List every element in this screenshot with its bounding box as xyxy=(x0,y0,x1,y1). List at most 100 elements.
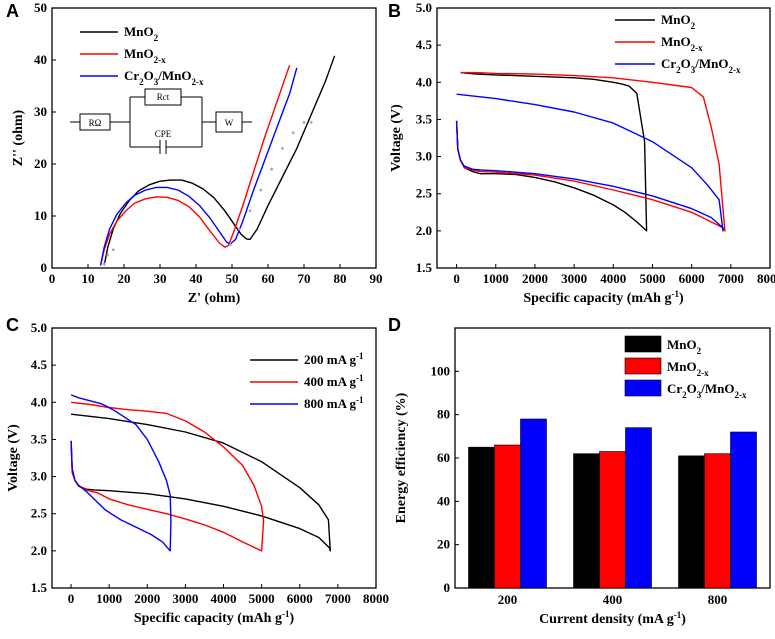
series-line-200-ma-g-1 xyxy=(70,413,331,552)
x-tick-label: 8000 xyxy=(363,591,389,606)
x-tick-label: 10 xyxy=(82,271,95,286)
y-tick-label: 3.0 xyxy=(416,149,432,164)
fit-point xyxy=(111,248,115,252)
y-tick-label: 1.5 xyxy=(31,580,48,595)
y-tick-label: 0 xyxy=(444,580,451,595)
y-tick-label: 50 xyxy=(34,0,47,15)
legend-label: MnO2-x xyxy=(661,34,703,53)
y-axis-label: Voltage (V) xyxy=(6,424,21,492)
legend-label: MnO2-x xyxy=(667,359,709,378)
x-tick-label: 4000 xyxy=(600,271,626,286)
series-line-400-ma-g-1 xyxy=(70,401,265,552)
series-line-800-ma-g-1 xyxy=(70,394,172,552)
x-tick-label: 5000 xyxy=(639,271,665,286)
y-tick-label: 40 xyxy=(437,493,450,508)
legend-label: 400 mA g-1 xyxy=(304,373,364,389)
bar-mno2-x xyxy=(704,453,731,589)
panel-a-nyquist-plot: 0 10 20 30 40 50 60 70 80 90 0 10 20 30 40 50 Z' (ohm) Z'… xyxy=(11,0,383,306)
panel-letter-d: D xyxy=(388,315,401,335)
fit-point xyxy=(106,253,110,257)
series-line-mno2 xyxy=(455,71,648,232)
y-tick-label: 4.0 xyxy=(31,394,47,409)
x-axis-label: Specific capacity (mAh g-1) xyxy=(523,289,684,306)
panel-letter-a: A xyxy=(6,1,19,21)
plot-frame xyxy=(51,7,377,269)
legend-label: MnO2 xyxy=(667,337,702,356)
x-tick-label: 800 xyxy=(708,592,728,607)
legend-label: Cr2O3/MnO2-x xyxy=(124,68,204,87)
y-tick-label: 5.0 xyxy=(31,320,47,335)
fit-point xyxy=(291,131,295,135)
fit-point xyxy=(270,167,273,171)
panel-letter-c: C xyxy=(6,315,19,335)
y-tick-label: 1.5 xyxy=(416,260,433,275)
panel-d-energy-efficiency: 0 20 40 60 80 100 200 400 800 Current density (mA… xyxy=(394,327,771,627)
circuit-r-ct: Rct xyxy=(157,92,170,102)
legend-label: Cr2O3/MnO2-x xyxy=(667,381,747,400)
series-line-mno2 xyxy=(103,55,336,266)
series-line-mno2-x xyxy=(99,64,291,266)
x-tick-label: 3000 xyxy=(172,591,198,606)
x-tick-label: 6000 xyxy=(287,591,313,606)
x-tick-label: 30 xyxy=(154,271,167,286)
bar-cr2o3-mno2-x xyxy=(520,418,547,589)
bar-mno2 xyxy=(573,453,600,589)
x-tick-label: 1000 xyxy=(483,271,509,286)
y-tick-label: 2.0 xyxy=(31,543,47,558)
bar-cr2o3-mno2-x xyxy=(625,427,652,589)
y-tick-label: 2.5 xyxy=(416,186,433,201)
x-tick-label: 80 xyxy=(334,271,347,286)
x-tick-label: 6000 xyxy=(679,271,705,286)
y-axis-label: Energy efficiency (%) xyxy=(394,392,409,523)
legend-label: 800 mA g-1 xyxy=(304,395,364,411)
y-tick-label: 60 xyxy=(437,450,450,465)
x-tick-label: 0 xyxy=(68,591,75,606)
y-tick-label: 10 xyxy=(34,208,47,223)
y-tick-label: 20 xyxy=(437,537,450,552)
x-tick-label: 0 xyxy=(49,271,56,286)
x-axis-label: Specific capacity (mAh g-1) xyxy=(134,609,295,626)
legend-label: Cr2O3/MnO2-x xyxy=(661,56,741,75)
y-tick-label: 3.5 xyxy=(31,431,48,446)
x-tick-label: 1000 xyxy=(96,591,122,606)
plot-frame xyxy=(436,7,771,269)
y-tick-label: 40 xyxy=(34,52,47,67)
bar-mno2 xyxy=(468,446,495,589)
fit-point xyxy=(102,262,106,266)
bar-cr2o3-mno2-x xyxy=(730,431,757,589)
y-tick-label: 20 xyxy=(34,156,47,171)
y-tick-label: 2.0 xyxy=(416,223,432,238)
legend-swatch xyxy=(624,379,662,397)
plot-frame xyxy=(51,327,377,589)
legend-swatch xyxy=(624,335,662,353)
x-axis-label: Z' (ohm) xyxy=(188,291,241,306)
x-tick-label: 70 xyxy=(298,271,311,286)
x-tick-label: 5000 xyxy=(249,591,275,606)
x-tick-label: 0 xyxy=(453,271,460,286)
x-tick-label: 60 xyxy=(262,271,275,286)
panel-c-rate-profile: 0 1000 2000 3000 4000 5000 6000 7000 8000 1.5 2.0 2… xyxy=(6,320,389,626)
y-axis-label: Z'' (ohm) xyxy=(11,109,26,166)
x-tick-label: 200 xyxy=(498,592,518,607)
fit-point xyxy=(309,121,313,124)
x-tick-label: 90 xyxy=(370,271,383,286)
x-tick-label: 7000 xyxy=(325,591,351,606)
y-tick-label: 4.5 xyxy=(416,37,433,52)
legend-swatch xyxy=(624,357,662,375)
bar-mno2-x xyxy=(494,444,521,589)
y-tick-label: 2.5 xyxy=(31,506,48,521)
legend-label: MnO2 xyxy=(661,12,696,31)
bar-mno2 xyxy=(678,455,705,589)
y-tick-label: 3.0 xyxy=(31,469,47,484)
y-tick-label: 80 xyxy=(437,407,450,422)
fit-point xyxy=(302,121,306,124)
series-line-cr2o3-mno2-x xyxy=(455,93,724,232)
fit-point xyxy=(259,188,263,192)
fit-point xyxy=(248,209,252,213)
y-axis-label: Voltage (V) xyxy=(389,104,404,172)
x-tick-label: 20 xyxy=(118,271,131,286)
panel-b-voltage-profile: 0 1000 2000 3000 4000 5000 6000 7000 8000 1.5 2.0 2… xyxy=(389,0,775,306)
x-tick-label: 2000 xyxy=(134,591,160,606)
panel-letter-b: B xyxy=(388,1,401,21)
